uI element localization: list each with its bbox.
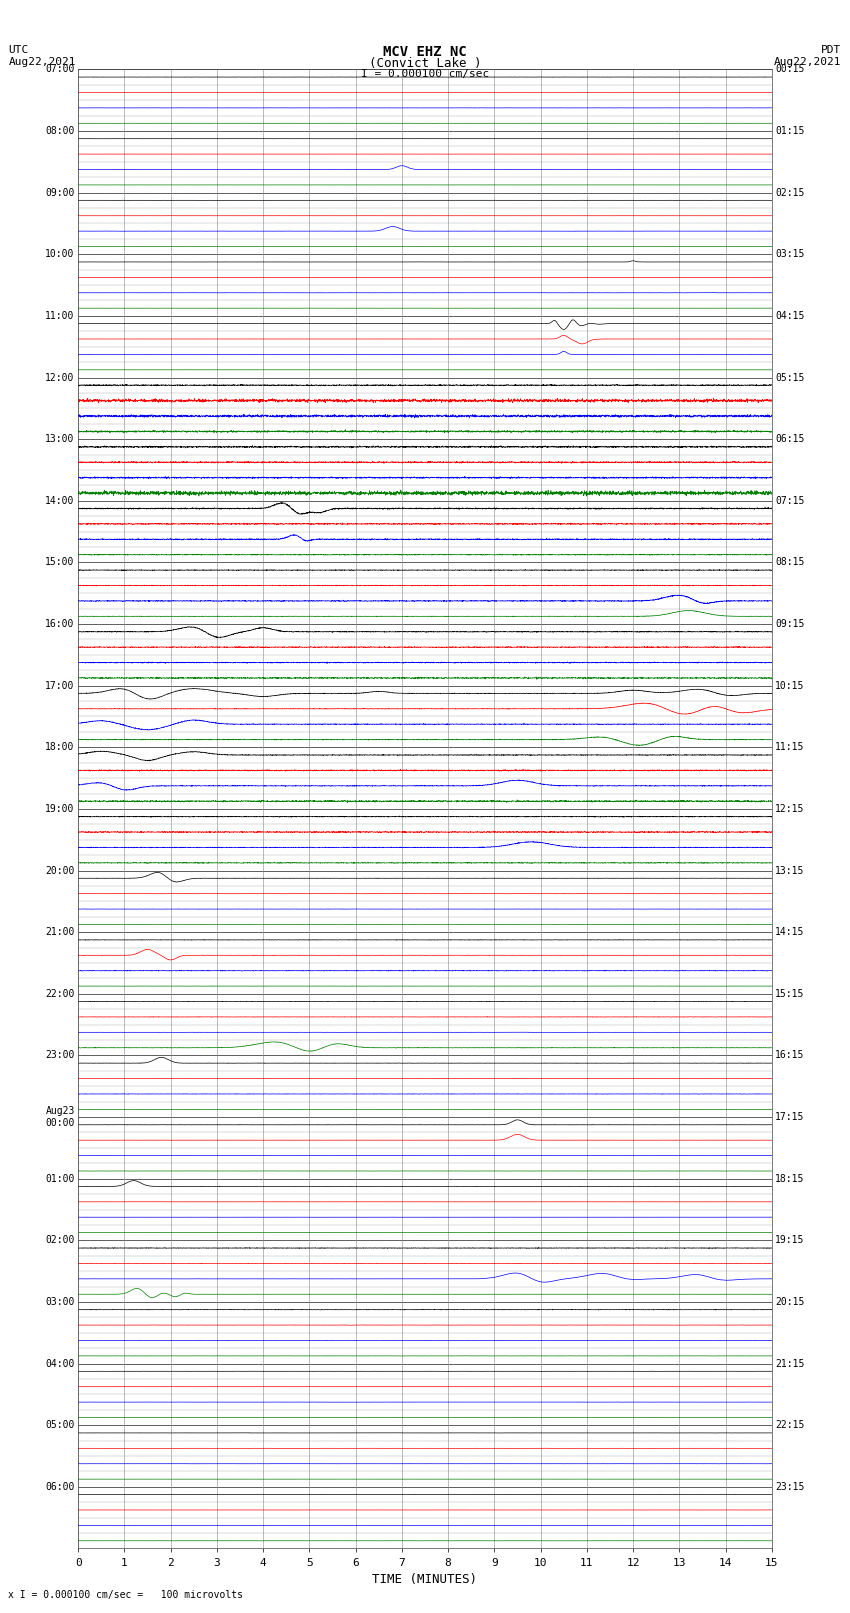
Text: 21:15: 21:15: [775, 1358, 805, 1368]
Text: 17:15: 17:15: [775, 1111, 805, 1123]
Text: 22:00: 22:00: [45, 989, 75, 998]
Text: PDT: PDT: [821, 45, 842, 55]
Text: 09:00: 09:00: [45, 187, 75, 198]
Text: 16:00: 16:00: [45, 619, 75, 629]
Text: 18:15: 18:15: [775, 1174, 805, 1184]
Text: 19:15: 19:15: [775, 1236, 805, 1245]
Text: 13:00: 13:00: [45, 434, 75, 444]
Text: 23:15: 23:15: [775, 1482, 805, 1492]
Text: 02:15: 02:15: [775, 187, 805, 198]
Text: 22:15: 22:15: [775, 1419, 805, 1431]
Text: 08:15: 08:15: [775, 558, 805, 568]
Text: 16:15: 16:15: [775, 1050, 805, 1060]
Text: 08:00: 08:00: [45, 126, 75, 135]
Text: 07:15: 07:15: [775, 495, 805, 506]
Text: 21:00: 21:00: [45, 927, 75, 937]
Text: 12:15: 12:15: [775, 803, 805, 815]
Text: 12:00: 12:00: [45, 373, 75, 382]
Text: 15:15: 15:15: [775, 989, 805, 998]
Text: 17:00: 17:00: [45, 681, 75, 690]
Text: 05:00: 05:00: [45, 1419, 75, 1431]
Text: 10:00: 10:00: [45, 250, 75, 260]
Text: 13:15: 13:15: [775, 866, 805, 876]
Text: Aug22,2021: Aug22,2021: [8, 58, 76, 68]
Text: 07:00: 07:00: [45, 65, 75, 74]
Text: 01:00: 01:00: [45, 1174, 75, 1184]
Text: 02:00: 02:00: [45, 1236, 75, 1245]
Text: 18:00: 18:00: [45, 742, 75, 752]
Text: UTC: UTC: [8, 45, 29, 55]
Text: 06:15: 06:15: [775, 434, 805, 444]
Text: 01:15: 01:15: [775, 126, 805, 135]
Text: 04:00: 04:00: [45, 1358, 75, 1368]
Text: 03:15: 03:15: [775, 250, 805, 260]
Text: 19:00: 19:00: [45, 803, 75, 815]
Text: Aug22,2021: Aug22,2021: [774, 58, 842, 68]
Text: x I = 0.000100 cm/sec =   100 microvolts: x I = 0.000100 cm/sec = 100 microvolts: [8, 1590, 243, 1600]
Text: 03:00: 03:00: [45, 1297, 75, 1307]
Text: 14:00: 14:00: [45, 495, 75, 506]
Text: 11:00: 11:00: [45, 311, 75, 321]
Text: 10:15: 10:15: [775, 681, 805, 690]
Text: (Convict Lake ): (Convict Lake ): [369, 58, 481, 71]
Text: 05:15: 05:15: [775, 373, 805, 382]
Text: MCV EHZ NC: MCV EHZ NC: [383, 45, 467, 60]
Text: 15:00: 15:00: [45, 558, 75, 568]
Text: 14:15: 14:15: [775, 927, 805, 937]
Text: I = 0.000100 cm/sec: I = 0.000100 cm/sec: [361, 69, 489, 79]
Text: 00:15: 00:15: [775, 65, 805, 74]
Text: Aug23
00:00: Aug23 00:00: [45, 1107, 75, 1127]
Text: 04:15: 04:15: [775, 311, 805, 321]
Text: 20:15: 20:15: [775, 1297, 805, 1307]
Text: 20:00: 20:00: [45, 866, 75, 876]
Text: 11:15: 11:15: [775, 742, 805, 752]
Text: 09:15: 09:15: [775, 619, 805, 629]
Text: 06:00: 06:00: [45, 1482, 75, 1492]
X-axis label: TIME (MINUTES): TIME (MINUTES): [372, 1573, 478, 1586]
Text: 23:00: 23:00: [45, 1050, 75, 1060]
